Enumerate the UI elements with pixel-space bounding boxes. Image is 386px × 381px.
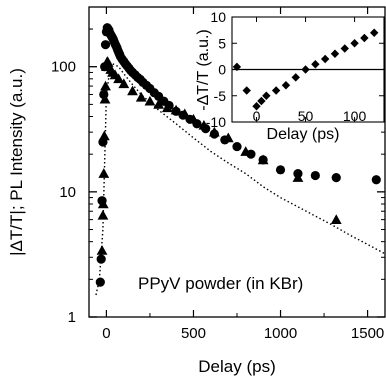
inset-y-tick-label: 0 [218,62,226,78]
diamond-data-point [271,86,281,95]
triangle-data-point [97,209,109,220]
inset-y-axis-label: -ΔT/T (a.u.) [195,29,212,111]
diamond-data-point [360,33,369,43]
triangle-data-point [127,85,138,96]
diamond-data-point [291,73,300,82]
circle-data-point [371,175,381,185]
main-y-tick-label: 1 [68,309,76,326]
triangle-data-point [96,245,108,255]
diamond-data-point [242,86,251,95]
diamond-data-point [369,28,379,37]
diamond-data-point [257,96,266,106]
inset-x-tick-label: 100 [343,108,367,124]
inset-y-tick-label: -5 [214,88,227,104]
main-y-tick-label: 100 [51,59,76,76]
diamond-data-point [320,54,330,64]
diamond-data-point [340,44,349,53]
triangle-data-point [222,132,234,143]
circle-data-point [100,40,111,50]
circle-data-point [232,141,242,152]
inset-x-tick-label: 50 [298,108,314,124]
circle-data-point [331,172,341,183]
triangle-data-point [208,126,220,137]
inset-axis-ticks: 0 50 100 -10 -5 0 5 10 [206,9,384,130]
triangle-data-point [330,214,342,224]
triangle-data-point [153,98,165,109]
diamond-data-point [301,65,310,74]
triangle-data-point [144,95,156,106]
main-x-tick-label: 1000 [264,325,297,342]
main-x-tick-label: 1500 [351,325,384,342]
main-y-tick-label: 10 [59,184,76,201]
triangle-data-point [99,93,111,104]
circle-data-point [310,170,320,181]
diamond-data-point [330,49,340,58]
triangle-data-point [257,154,269,165]
inset-y-tick-label: 5 [218,35,226,51]
triangle-data-point [113,73,124,84]
triangle-data-point [198,119,210,130]
inset-x-axis-label: Delay (ps) [267,126,340,143]
inset-series-group [232,28,379,111]
triangle-data-point [135,91,147,102]
diamond-data-point [262,91,271,100]
diamond-data-point [350,39,359,48]
inset-x-tick-label: 0 [253,108,261,124]
main-annotation: PPyV powder (in KBr) [138,274,303,293]
circle-data-point [275,165,286,175]
main-x-axis-label: Delay (ps) [198,357,275,376]
triangle-data-point [100,80,111,91]
triangle-data-point [97,198,109,209]
triangle-data-point [98,130,110,141]
main-x-tick-label: 0 [102,325,110,342]
inset-y-tick-label: 10 [210,9,226,25]
triangle-data-point [292,172,304,182]
main-y-axis-label: |ΔT/T|; PL Intensity (a.u.) [7,68,26,256]
triangle-data-point [161,102,173,113]
triangle-data-point [170,104,182,115]
inset-chart: 0 50 100 -10 -5 0 5 10 Delay (ps) -ΔT/T (a.u.) [195,9,385,143]
main-series-group [95,23,386,296]
triangle-data-point [188,113,199,124]
triangle-data-point [98,168,110,178]
triangle-data-point [118,78,130,89]
triangle-data-point [240,146,252,156]
diamond-data-point [311,60,320,69]
diamond-data-point [281,81,291,90]
triangle-data-point [179,108,191,119]
circle-data-point [96,254,106,264]
inset-y-tick-label: -10 [206,114,226,130]
diamond-data-point [232,62,242,72]
circle-data-point [95,277,105,287]
main-x-tick-label: 500 [181,325,206,342]
diamond-data-point [252,102,261,111]
